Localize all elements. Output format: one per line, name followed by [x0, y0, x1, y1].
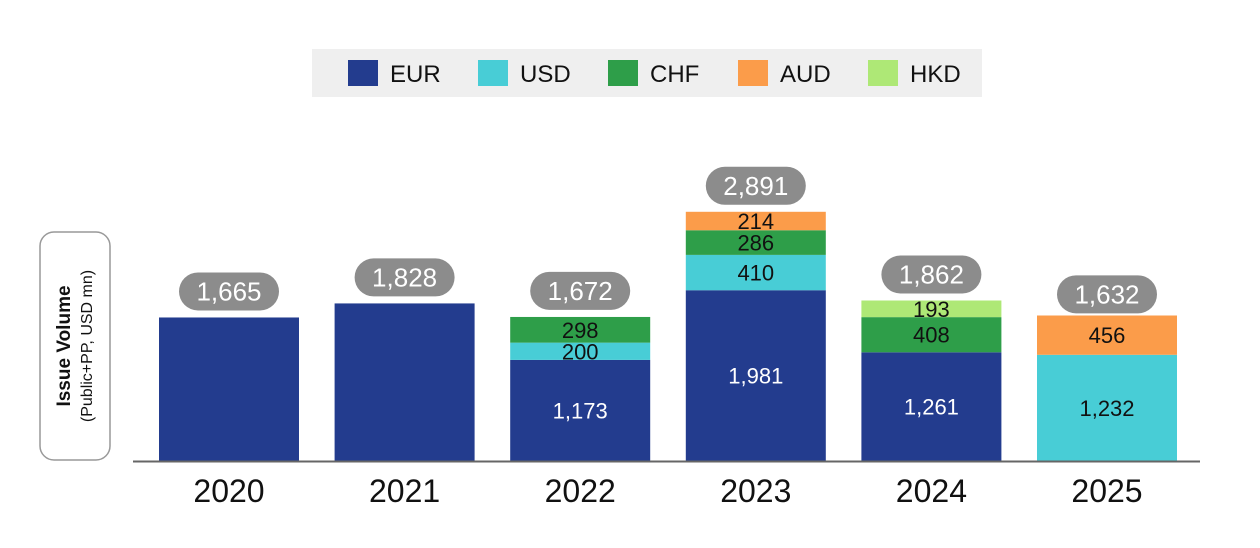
y-axis-label-box	[39, 231, 111, 461]
bar-2021-eur	[334, 303, 475, 461]
data-label-2023-chf: 286	[737, 231, 774, 256]
total-label-2025: 1,632	[1074, 279, 1139, 309]
y-axis-label-main: Issue Volume	[54, 285, 75, 406]
bar-2023-chf	[685, 230, 826, 255]
data-label-2022-eur: 1,173	[553, 398, 608, 423]
total-label-2021: 1,828	[372, 262, 437, 292]
bar-2023-usd	[685, 254, 826, 291]
total-badge-2021	[354, 258, 455, 297]
y-axis-label: Issue Volume (Public+PP, USD mn)	[39, 231, 111, 461]
total-badge-2022	[530, 271, 631, 310]
x-tick-label-2023: 2023	[720, 473, 791, 509]
legend-swatch-aud	[738, 60, 768, 86]
y-axis-label-sub: (Public+PP, USD mn)	[79, 270, 96, 422]
x-axis-ticks: 2020 2021 2022 2023 2024 2025	[193, 473, 1142, 509]
bar-2024-eur	[861, 352, 1002, 461]
legend-swatch-usd	[478, 60, 508, 86]
bar-2023-eur	[685, 290, 826, 461]
bar-2025-usd	[1037, 354, 1177, 461]
bar-2020-eur	[159, 317, 299, 461]
legend-swatch-hkd	[868, 60, 898, 86]
legend-label-aud: AUD	[780, 61, 831, 88]
chart-legend: EUR USD CHF AUD HKD	[312, 49, 982, 97]
data-label-2025-aud: 456	[1089, 323, 1126, 348]
bar-2022-eur	[510, 359, 651, 461]
bar-2022-chf	[510, 316, 651, 343]
data-label-2022-usd: 200	[562, 339, 599, 364]
legend-label-hkd: HKD	[910, 61, 961, 88]
bar-2025-aud	[1037, 315, 1177, 355]
total-badge-2023	[705, 166, 806, 205]
bar-2022-usd	[510, 342, 651, 360]
total-badge-2020	[179, 272, 279, 311]
data-label-2024-hkd: 193	[913, 297, 950, 322]
data-label-2022-chf: 298	[562, 318, 599, 343]
legend-swatch-chf	[608, 60, 638, 86]
data-label-2023-eur: 1,981	[728, 364, 783, 389]
legend-label-chf: CHF	[650, 61, 699, 88]
bar-2024-chf	[861, 317, 1002, 353]
x-tick-label-2024: 2024	[896, 473, 967, 509]
legend-label-eur: EUR	[390, 61, 441, 88]
total-badge-2024	[881, 255, 982, 294]
data-label-2023-aud: 214	[737, 209, 774, 234]
bar-2024-hkd	[861, 300, 1002, 318]
total-label-2023: 2,891	[723, 171, 788, 201]
total-label-2024: 1,862	[899, 259, 964, 289]
legend-label-usd: USD	[520, 61, 571, 88]
legend-swatch-eur	[348, 60, 378, 86]
x-tick-label-2025: 2025	[1071, 473, 1142, 509]
total-label-2020: 1,665	[196, 276, 261, 306]
data-label-2023-usd: 410	[737, 261, 774, 286]
data-label-2025-usd: 1,232	[1079, 396, 1134, 421]
x-tick-label-2020: 2020	[193, 473, 264, 509]
data-label-2024-eur: 1,261	[904, 395, 959, 420]
bar-2023-aud	[685, 211, 826, 231]
total-label-2022: 1,672	[548, 276, 613, 306]
total-badge-2025	[1057, 275, 1157, 314]
x-tick-label-2022: 2022	[545, 473, 616, 509]
data-label-2024-chf: 408	[913, 323, 950, 348]
x-tick-label-2021: 2021	[369, 473, 440, 509]
